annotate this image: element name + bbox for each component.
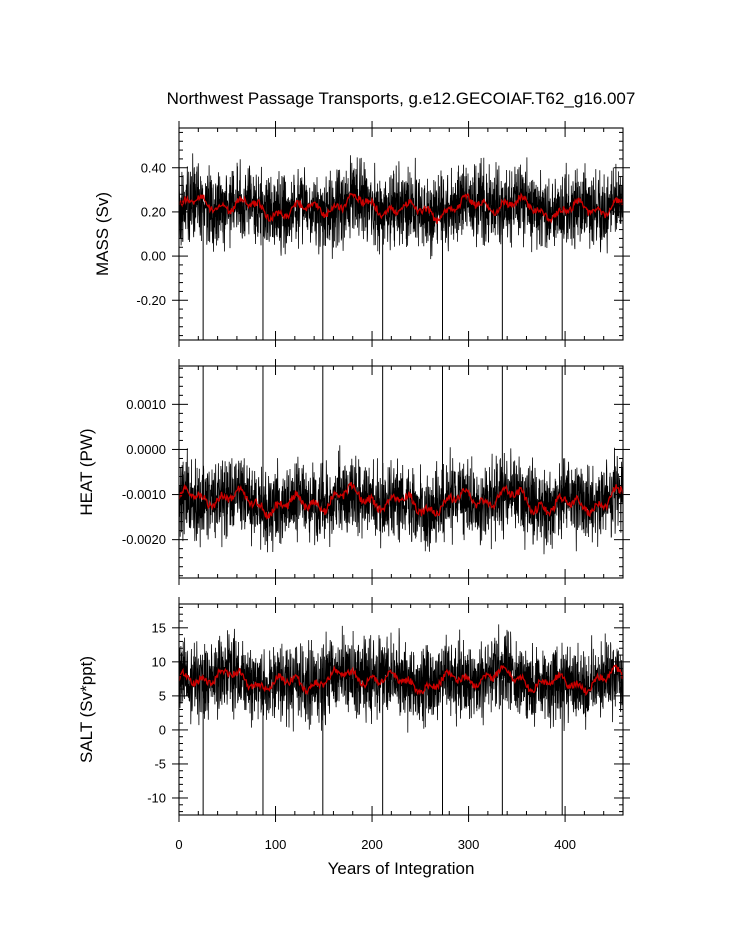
salt-y-tick-label: 0 [159, 722, 166, 737]
mass-monthly-series [179, 153, 623, 260]
heat-y-tick-label: -0.0020 [122, 532, 166, 547]
heat-axes-frame [178, 365, 624, 579]
heat-y-tick-label: -0.0010 [122, 487, 166, 502]
x-axis-label: Years of Integration [328, 859, 475, 878]
mass-axes-frame [178, 127, 624, 341]
mass-smoothed-series [179, 192, 623, 224]
x-tick-label: 400 [554, 837, 576, 852]
salt-y-tick-label: 10 [152, 654, 166, 669]
mass-y-axis-label: MASS (Sv) [93, 192, 112, 276]
mass-y-tick-label: 0.40 [141, 160, 166, 175]
x-tick-label: 200 [361, 837, 383, 852]
salt-panel: 15 10 5 0 -5 -10 SALT (Sv*ppt) 0 100 200 300 400 [77, 597, 630, 852]
salt-y-tick-label: -5 [154, 756, 166, 771]
mass-y-tick-label: 0.20 [141, 204, 166, 219]
salt-plot-area [179, 624, 623, 815]
salt-y-tick-label: 15 [152, 620, 166, 635]
heat-smoothed-series [179, 481, 623, 520]
salt-y-tick-label: -10 [147, 790, 166, 805]
chart-title: Northwest Passage Transports, g.e12.GECO… [167, 89, 636, 108]
salt-smoothed-series [179, 664, 623, 697]
mass-y-tick-label: 0.00 [141, 249, 166, 264]
mass-panel: 0.40 0.20 0.00 -0.20 MASS (Sv) [93, 121, 630, 347]
x-tick-label: 100 [265, 837, 287, 852]
heat-y-tick-label: 0.0000 [126, 442, 166, 457]
heat-panel: 0.0010 0.0000 -0.0010 -0.0020 HEAT (PW) [77, 359, 630, 585]
x-tick-label: 300 [458, 837, 480, 852]
mass-plot-area [179, 153, 623, 340]
salt-y-tick-label: 5 [159, 688, 166, 703]
heat-y-tick-label: 0.0010 [126, 397, 166, 412]
heat-plot-area [179, 366, 623, 555]
heat-y-axis-label: HEAT (PW) [77, 428, 96, 515]
salt-y-axis-label: SALT (Sv*ppt) [77, 656, 96, 763]
x-tick-label: 0 [175, 837, 182, 852]
mass-y-tick-label: -0.20 [136, 293, 166, 308]
heat-monthly-series [179, 445, 623, 555]
